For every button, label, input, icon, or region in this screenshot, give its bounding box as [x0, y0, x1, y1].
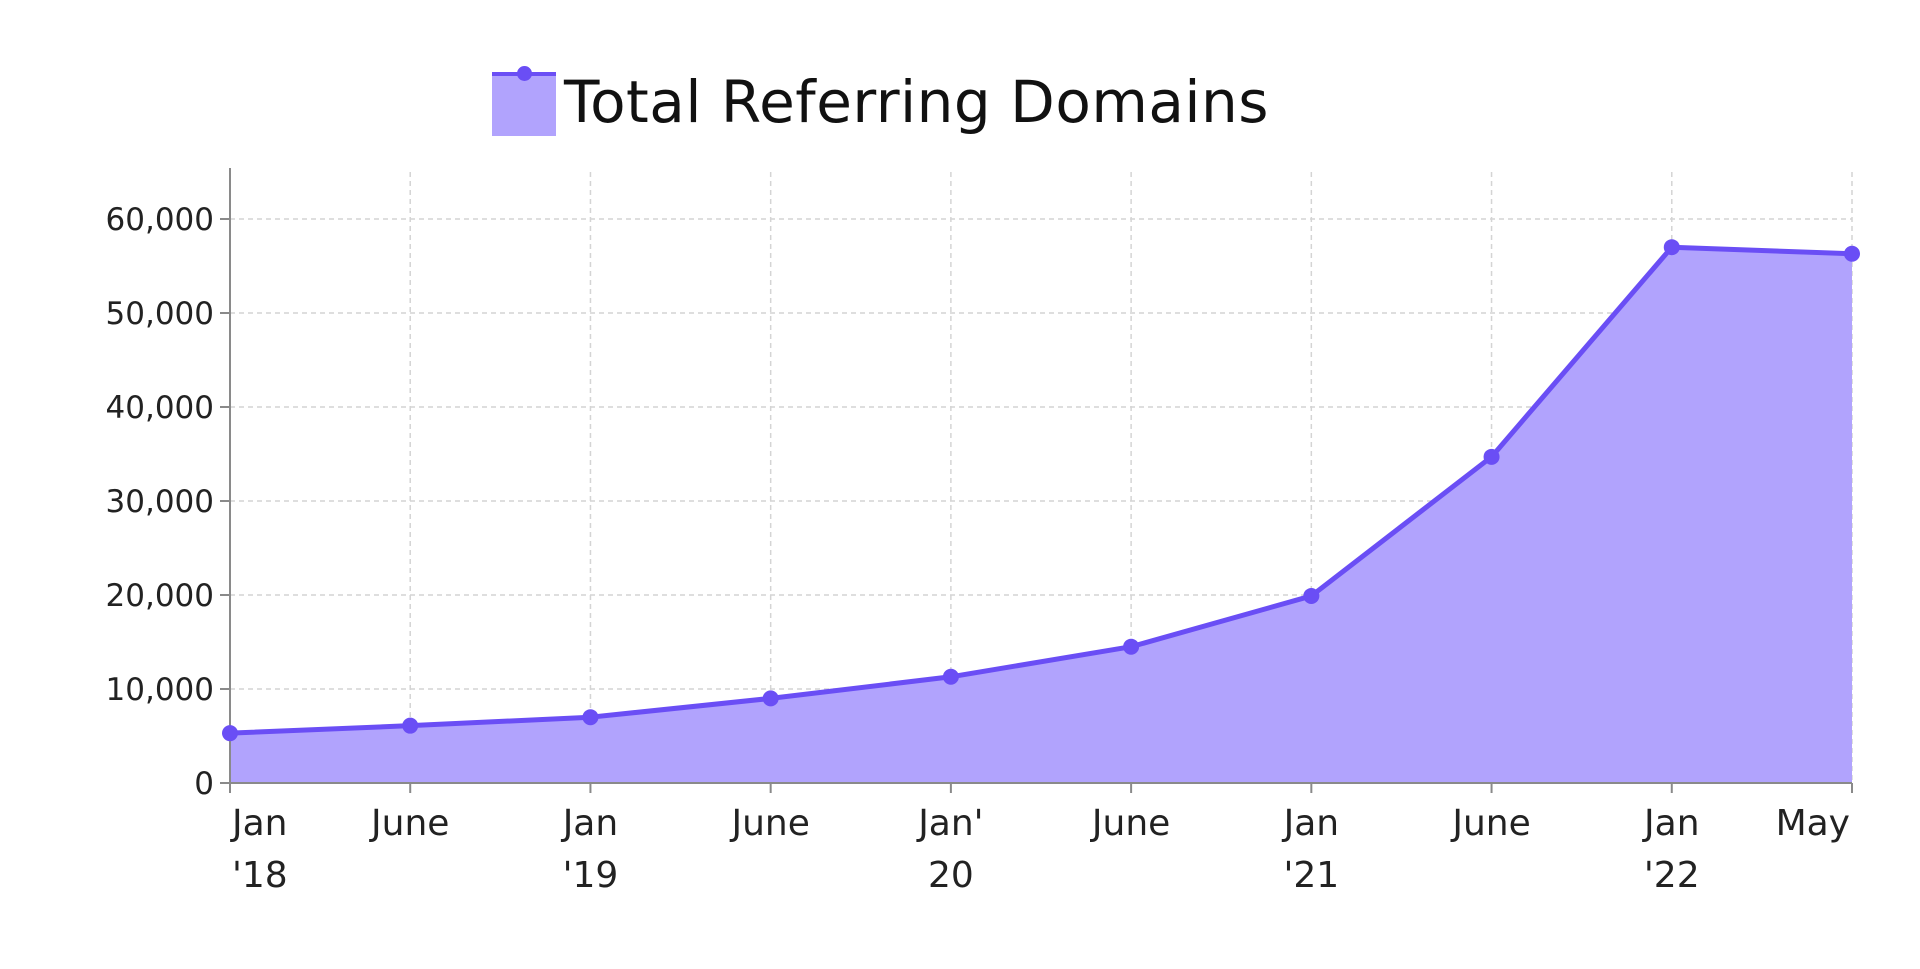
x-tick-label: June: [1090, 803, 1170, 844]
y-tick-label: 30,000: [106, 484, 214, 520]
data-point[interactable]: 6100: [402, 717, 419, 734]
x-tick-label: Jan: [1282, 803, 1340, 844]
x-tick-label: '22: [1644, 855, 1700, 896]
x-tick-label: Jan: [230, 803, 288, 844]
x-tick-label: 20: [928, 855, 974, 896]
x-tick-label: Jan': [916, 803, 983, 844]
y-tick-label: 40,000: [106, 390, 214, 426]
y-tick-label: 0: [194, 766, 214, 802]
legend[interactable]: Total Referring Domains: [492, 66, 1269, 136]
series-line: [229, 244, 1853, 736]
data-point[interactable]: 19900: [1303, 587, 1320, 604]
x-tick-label: June: [369, 803, 449, 844]
data-point[interactable]: 5300: [222, 725, 238, 742]
data-point[interactable]: 34700: [1483, 448, 1500, 465]
data-point[interactable]: 56300: [1844, 245, 1860, 262]
x-tick-label: Jan: [1642, 803, 1700, 844]
data-point[interactable]: 11300: [942, 668, 959, 685]
x-tick-label: June: [1450, 803, 1530, 844]
data-point[interactable]: 14500: [1123, 638, 1140, 655]
legend-swatch-dot: [517, 66, 532, 81]
legend-label: Total Referring Domains: [564, 68, 1269, 136]
data-point[interactable]: 9000: [762, 690, 779, 707]
x-tick-label: '18: [232, 855, 288, 896]
y-tick-label: 60,000: [106, 202, 214, 238]
legend-swatch-icon: [492, 66, 556, 136]
y-tick-label: 20,000: [106, 578, 214, 614]
y-tick-label: 50,000: [106, 296, 214, 332]
data-point[interactable]: 7000: [582, 709, 599, 726]
x-tick-label: '19: [563, 855, 619, 896]
x-tick-label: '21: [1283, 855, 1339, 896]
x-tick-label: Jan: [561, 803, 619, 844]
x-tick-label: June: [729, 803, 809, 844]
x-tick-label: May: [1776, 803, 1850, 844]
data-point[interactable]: 57000: [1663, 239, 1680, 256]
legend-swatch-fill: [492, 74, 556, 136]
y-tick-label: 10,000: [106, 672, 214, 708]
series-area: [230, 247, 1852, 783]
